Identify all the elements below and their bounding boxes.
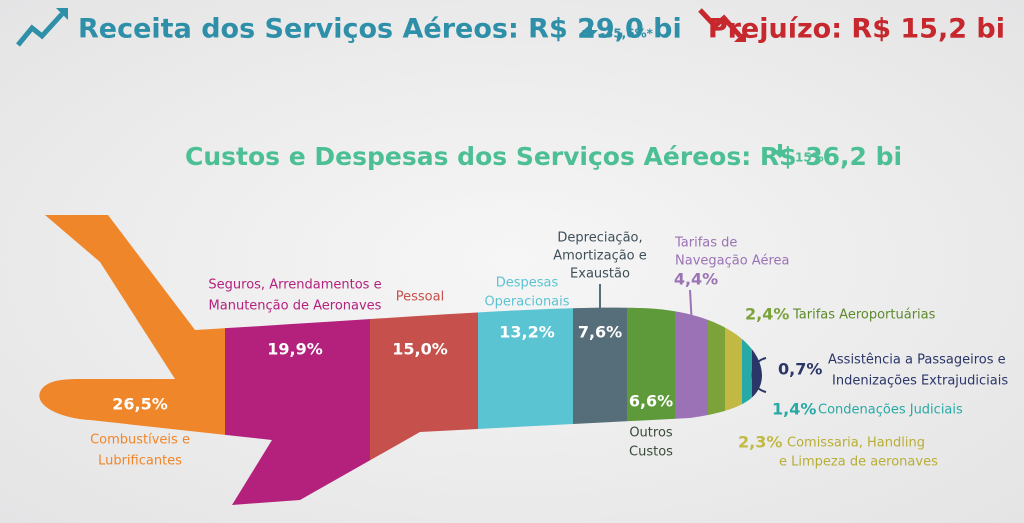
segment-value: 26,5% bbox=[112, 395, 168, 414]
segment-label: Combustíveis e bbox=[90, 433, 190, 448]
bracket bbox=[751, 357, 767, 393]
trend-down-arrowhead bbox=[734, 30, 746, 42]
segment-label: Condenações Judiciais bbox=[818, 403, 963, 418]
plane bbox=[39, 215, 763, 505]
segment-label: Tarifas de bbox=[674, 236, 737, 251]
segment-label: Assistência a Passageiros e bbox=[828, 353, 1006, 368]
segment-label: Amortização e bbox=[553, 249, 647, 264]
revenue-change: -35,6%* bbox=[600, 27, 654, 41]
segment-label: Pessoal bbox=[396, 290, 444, 305]
segment-value: 2,3% bbox=[738, 433, 782, 452]
segment-label: Indenizações Extrajudiciais bbox=[832, 374, 1008, 389]
plane-segment bbox=[39, 215, 225, 505]
trend-up-arrowhead bbox=[56, 8, 68, 20]
segment-label: Outros bbox=[629, 426, 673, 441]
segment-value: 0,7% bbox=[778, 360, 822, 379]
segment-value: 4,4% bbox=[674, 270, 718, 289]
loss: Prejuízo: R$ 15,2 bi bbox=[708, 14, 1005, 45]
segment-label: Comissaria, Handling bbox=[787, 436, 925, 451]
segment-value: 19,9% bbox=[267, 340, 323, 359]
down-arrow bbox=[772, 144, 788, 158]
down-arrow bbox=[582, 24, 598, 38]
segment-label: Depreciação, bbox=[557, 231, 642, 246]
costs-change: -15%* bbox=[790, 151, 831, 165]
trend-up-icon bbox=[16, 12, 64, 47]
revenue: Receita dos Serviços Aéreos: R$ 29,0 bi bbox=[78, 14, 682, 45]
leader-line bbox=[689, 289, 693, 327]
segment-value: 6,6% bbox=[629, 392, 673, 411]
plane-segment bbox=[225, 215, 370, 505]
segment-label: Custos bbox=[629, 445, 673, 460]
segment-value: 7,6% bbox=[578, 323, 622, 342]
costs-title: Custos e Despesas dos Serviços Aéreos: R… bbox=[185, 142, 902, 171]
plane-segment bbox=[742, 215, 752, 505]
trend-down-icon bbox=[698, 8, 742, 38]
segment-label: Exaustão bbox=[570, 267, 630, 282]
plane-segment bbox=[752, 215, 763, 505]
segment-label: Navegação Aérea bbox=[675, 254, 790, 269]
labels: 26,5% Combustíveis e Lubrificantes 19,9% Seg… bbox=[90, 231, 1008, 470]
segment-value: 2,4% bbox=[745, 305, 789, 324]
segment-label: Operacionais bbox=[484, 295, 569, 310]
segment-value: 13,2% bbox=[499, 323, 555, 342]
segment-label: Despesas bbox=[496, 276, 559, 291]
segment-label: Tarifas Aeroportuárias bbox=[792, 308, 936, 323]
segment-label: Lubrificantes bbox=[98, 454, 182, 469]
segment-label: Seguros, Arrendamentos e bbox=[208, 278, 381, 293]
segment-value: 15,0% bbox=[392, 340, 448, 359]
plane-segment bbox=[370, 215, 478, 505]
segment-value: 1,4% bbox=[772, 400, 816, 419]
segment-label: Manutenção de Aeronaves bbox=[209, 299, 382, 314]
segment-label: e Limpeza de aeronaves bbox=[779, 455, 938, 470]
